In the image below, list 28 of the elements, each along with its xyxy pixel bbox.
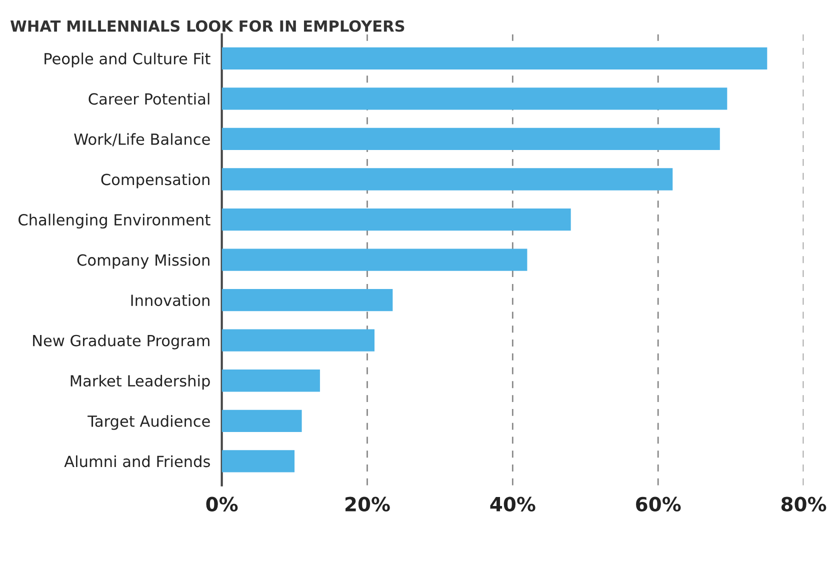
y-tick-label: Alumni and Friends xyxy=(64,455,210,468)
y-tick-label: Company Mission xyxy=(77,254,210,269)
bar xyxy=(222,88,728,110)
y-tick-label: People and Culture Fit xyxy=(44,52,210,68)
bar xyxy=(222,410,302,432)
x-tick-label: 60% xyxy=(636,496,681,512)
bar xyxy=(222,128,720,150)
chart-title: WHAT MILLENNIALS LOOK FOR IN EMPLOYERS xyxy=(10,20,404,32)
y-tick-label: New Graduate Program xyxy=(33,334,210,350)
y-tick-label: Career Potential xyxy=(88,92,210,105)
y-tick-label: Target Audience xyxy=(88,415,210,430)
bar xyxy=(222,370,320,392)
bar xyxy=(222,47,768,70)
y-tick-label: Compensation xyxy=(101,173,210,188)
y-tick-label: Market Leadership xyxy=(70,374,210,390)
x-tick-label: 0% xyxy=(206,496,238,512)
x-tick-label: 20% xyxy=(346,496,390,512)
x-tick-label: 80% xyxy=(781,496,826,512)
bar xyxy=(222,329,375,352)
y-tick-label: Challenging Environment xyxy=(18,214,210,229)
bar xyxy=(222,450,295,472)
y-tick-label: Work/Life Balance xyxy=(74,133,210,146)
bar xyxy=(222,208,571,231)
y-tick-label: Innovation xyxy=(131,294,210,306)
bar xyxy=(222,168,673,190)
x-tick-label: 40% xyxy=(490,496,536,512)
bar xyxy=(222,289,393,312)
bar xyxy=(222,248,528,271)
